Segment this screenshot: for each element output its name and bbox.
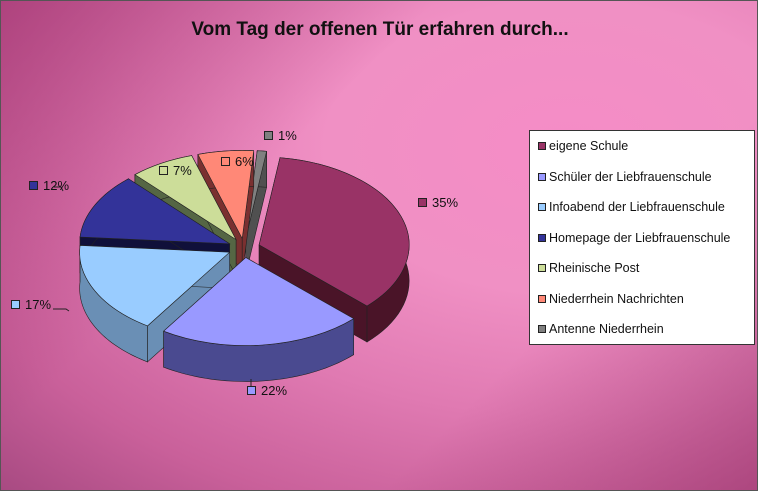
data-label-text: 1%: [278, 128, 297, 143]
data-label: 35%: [418, 195, 458, 210]
data-label-text: 35%: [432, 195, 459, 210]
data-label-swatch: [11, 300, 20, 309]
data-label: 6%: [221, 154, 254, 169]
legend-item: Schüler der Liebfrauenschule: [538, 170, 712, 184]
data-label: 12%: [29, 178, 69, 193]
data-label-swatch: [29, 181, 38, 190]
pie-slice-6: [245, 150, 267, 275]
data-label-text: 7%: [173, 163, 192, 178]
legend-swatch: [538, 325, 546, 333]
legend-label: Schüler der Liebfrauenschule: [549, 169, 712, 184]
legend-item: Antenne Niederrhein: [538, 322, 664, 336]
legend-label: Rheinische Post: [549, 261, 640, 275]
legend-item: Infoabend der Liebfrauenschule: [538, 200, 725, 214]
legend-item: Rheinische Post: [538, 261, 639, 275]
pie-slice-top: [79, 245, 231, 327]
chart-title: Vom Tag der offenen Tür erfahren durch..…: [191, 19, 569, 40]
leader-line: [53, 308, 70, 312]
data-label: 22%: [247, 383, 287, 398]
data-label-text: 12%: [43, 178, 70, 193]
data-label-text: 22%: [261, 383, 288, 398]
legend-item: Homepage der Liebfrauenschule: [538, 231, 730, 245]
data-label: 17%: [11, 297, 51, 312]
data-label: 7%: [159, 163, 192, 178]
legend-swatch: [538, 142, 546, 150]
legend-swatch: [538, 203, 546, 211]
pie-slice-1: [163, 256, 355, 382]
data-label-swatch: [159, 166, 168, 175]
data-label-text: 6%: [235, 154, 254, 169]
pie-slice-top: [163, 257, 355, 346]
data-label-text: 17%: [25, 297, 52, 312]
leader-line: [54, 186, 64, 192]
legend-swatch: [538, 264, 546, 272]
legend-swatch: [538, 233, 546, 242]
pie-slice-top: [245, 150, 267, 239]
legend-label: Antenne Niederrhein: [549, 322, 664, 336]
data-label-swatch: [264, 131, 273, 140]
pie-slice-top: [197, 150, 255, 240]
data-label-swatch: [221, 157, 230, 166]
legend-item: eigene Schule: [538, 139, 628, 153]
legend-label: Niederrhein Nachrichten: [549, 291, 684, 306]
legend: eigene Schule Schüler der Liebfrauenschul…: [529, 130, 755, 345]
legend-label: eigene Schule: [549, 139, 629, 153]
legend-label: Homepage der Liebfrauenschule: [549, 230, 731, 245]
data-label: 1%: [264, 128, 297, 143]
legend-swatch: [538, 294, 546, 303]
pie-slice-top: [258, 157, 410, 307]
data-label-swatch: [247, 386, 256, 395]
legend-label: Infoabend der Liebfrauenschule: [549, 200, 725, 214]
data-label-swatch: [418, 198, 427, 207]
legend-item: Niederrhein Nachrichten: [538, 292, 684, 306]
pie-slice-top: [134, 155, 237, 241]
legend-swatch: [538, 172, 546, 181]
pie-slice-top: [79, 178, 231, 245]
